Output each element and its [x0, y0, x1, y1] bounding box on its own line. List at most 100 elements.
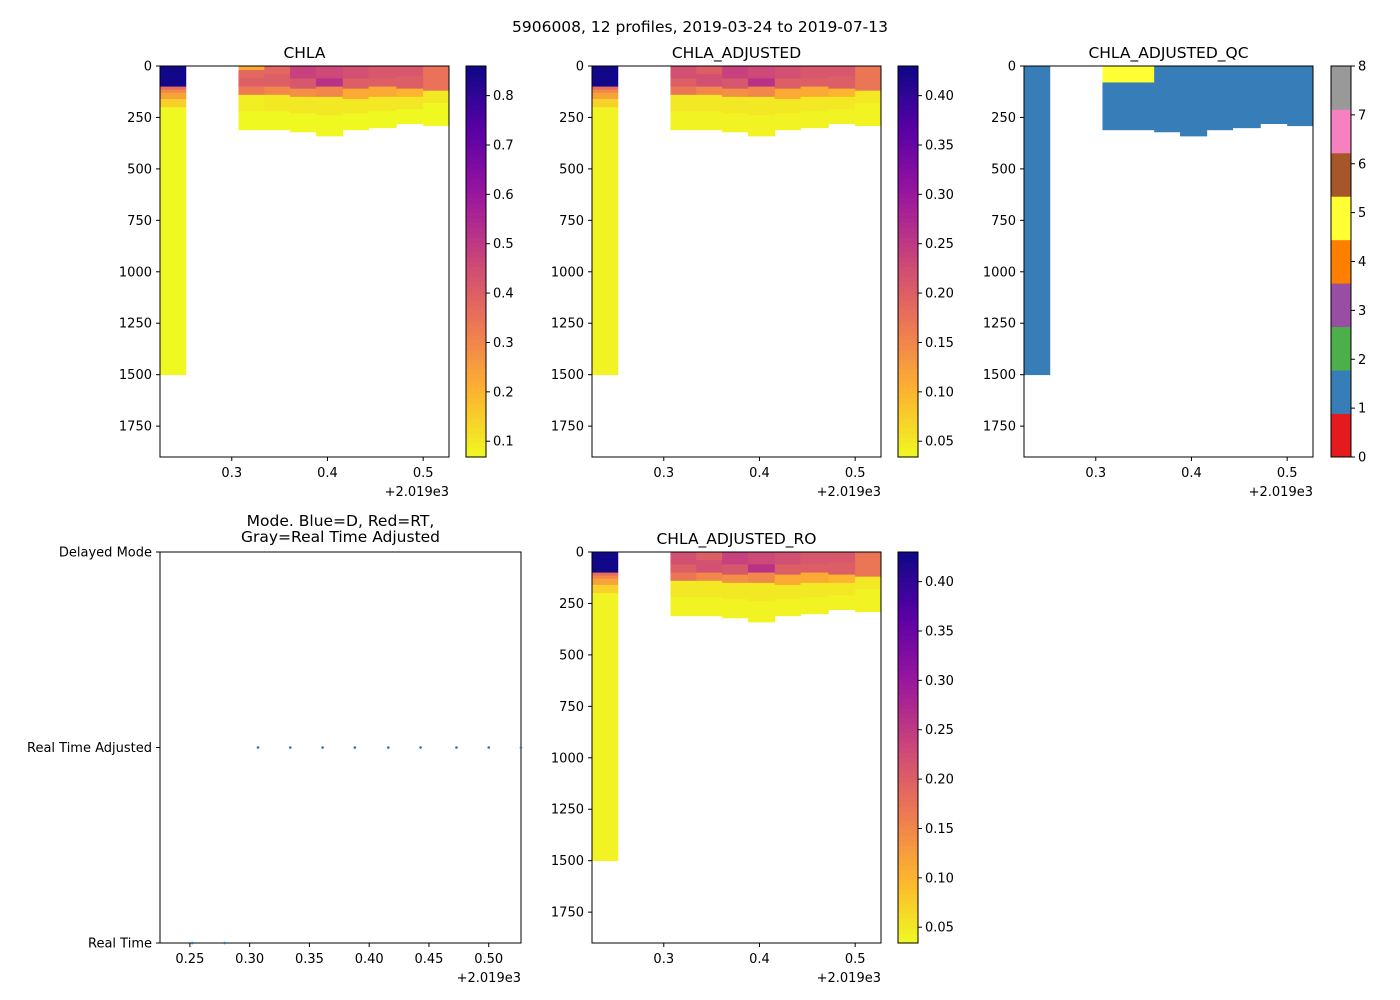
heatmap-cell [1287, 66, 1314, 127]
colorbar-band [898, 869, 918, 876]
colorbar-band [466, 232, 486, 238]
colorbar-band [898, 129, 918, 136]
x-tick-label: 0.5 [845, 952, 866, 967]
heatmap-cell [800, 572, 829, 584]
colorbar-tick-label: 6 [1358, 157, 1366, 172]
colorbar-band [898, 762, 918, 768]
y-tick-label: 750 [991, 214, 1016, 229]
colorbar-band [898, 85, 918, 92]
colorbar-band [466, 129, 486, 136]
heatmap-cell [238, 111, 265, 131]
colorbar-tick-label: 1 [1358, 402, 1366, 417]
colorbar-band [466, 100, 486, 106]
x-offset-label: +2.019e3 [817, 485, 881, 500]
colorbar-band [898, 383, 918, 390]
colorbar-band [466, 256, 486, 263]
heatmap-cell [342, 66, 370, 79]
colorbar-frame [897, 65, 919, 458]
colorbar-band [898, 369, 918, 375]
colorbar-band [466, 149, 486, 155]
colorbar-band [898, 153, 918, 160]
colorbar-tick-label: 0.05 [925, 921, 954, 936]
colorbar-band [466, 66, 486, 72]
colorbar-band [898, 227, 918, 233]
y-tick-label: 500 [127, 162, 152, 177]
colorbar-band [898, 825, 918, 832]
colorbar-band [466, 109, 486, 116]
heatmap-cell [396, 88, 424, 98]
colorbar-band [898, 241, 918, 248]
chart-title: CHLA_ADJUSTED [672, 44, 801, 63]
heatmap-cell [774, 564, 802, 576]
chart-title-line: Gray=Real Time Adjusted [241, 528, 440, 546]
chart-title: CHLA_ADJUSTED_QC [1088, 44, 1248, 63]
colorbar-band [898, 134, 918, 140]
colorbar-band [898, 811, 918, 817]
colorbar-band [898, 639, 918, 646]
y-tick-label: 1250 [119, 317, 152, 332]
heatmap-cell [722, 78, 749, 90]
colorbar-swatch [1331, 370, 1351, 414]
colorbar-band [898, 393, 918, 399]
colorbar-band [466, 369, 486, 375]
panel-mode: Mode. Blue=D, Red=RT,Gray=Real Time Adju… [27, 512, 523, 986]
colorbar-band [898, 408, 918, 414]
colorbar-band [466, 276, 486, 282]
heatmap-cell [828, 562, 856, 576]
colorbar-band [898, 232, 918, 238]
colorbar-band [466, 290, 486, 297]
heatmap-cell [592, 578, 619, 586]
colorbar-tick-label: 0 [1358, 451, 1366, 466]
heatmap-cell [747, 78, 776, 87]
colorbar-band [898, 193, 918, 199]
colorbar-band [898, 610, 918, 617]
colorbar-band [898, 595, 918, 602]
colorbar-band [898, 708, 918, 714]
chart-title: CHLA_ADJUSTED_RO [656, 530, 816, 549]
colorbar-band [898, 417, 918, 424]
heatmap-cell [855, 552, 882, 578]
colorbar-band [466, 188, 486, 194]
colorbar-band [898, 173, 918, 180]
heatmap-cell [696, 111, 723, 131]
colorbar-band [466, 85, 486, 92]
colorbar-swatch [1331, 66, 1351, 110]
colorbar-band [466, 408, 486, 414]
colorbar-band [898, 124, 918, 131]
colorbar-band [466, 95, 486, 101]
colorbar-band [898, 674, 918, 680]
colorbar-band [898, 105, 918, 111]
colorbar-tick-label: 0.1 [493, 435, 514, 450]
colorbar-band [466, 266, 486, 272]
y-tick-label: 250 [559, 111, 584, 126]
colorbar-band [898, 202, 918, 209]
heatmap-cell [1102, 82, 1129, 131]
heatmap-cell [1128, 66, 1155, 83]
colorbar: 0 1 2 3 4 5 6 7 8 [1330, 60, 1366, 466]
colorbar-band [898, 625, 918, 631]
colorbar-band [898, 815, 918, 822]
colorbar-band [898, 840, 918, 846]
scatter-point [190, 941, 194, 945]
heatmap-cell [592, 107, 619, 376]
y-tick-label: 1250 [551, 317, 584, 332]
x-tick-label: 0.25 [175, 952, 204, 967]
y-tick-label: 250 [991, 111, 1016, 126]
colorbar-band [898, 781, 918, 788]
colorbar-band [898, 600, 918, 607]
heatmap-cell [592, 575, 619, 580]
heatmap-cell [774, 98, 802, 114]
heatmap-cell [368, 111, 397, 129]
colorbar-band [898, 295, 918, 302]
heatmap-cell [160, 86, 187, 91]
x-tick-label: 0.40 [355, 952, 384, 967]
heatmap-cell [670, 111, 697, 131]
colorbar-band [466, 158, 486, 165]
colorbar-band [898, 659, 918, 666]
x-tick-label: 0.50 [474, 952, 503, 967]
heatmap-cell [855, 103, 882, 127]
axes-frame [159, 65, 450, 458]
heatmap-cell [592, 552, 619, 573]
scatter-point [353, 746, 357, 749]
